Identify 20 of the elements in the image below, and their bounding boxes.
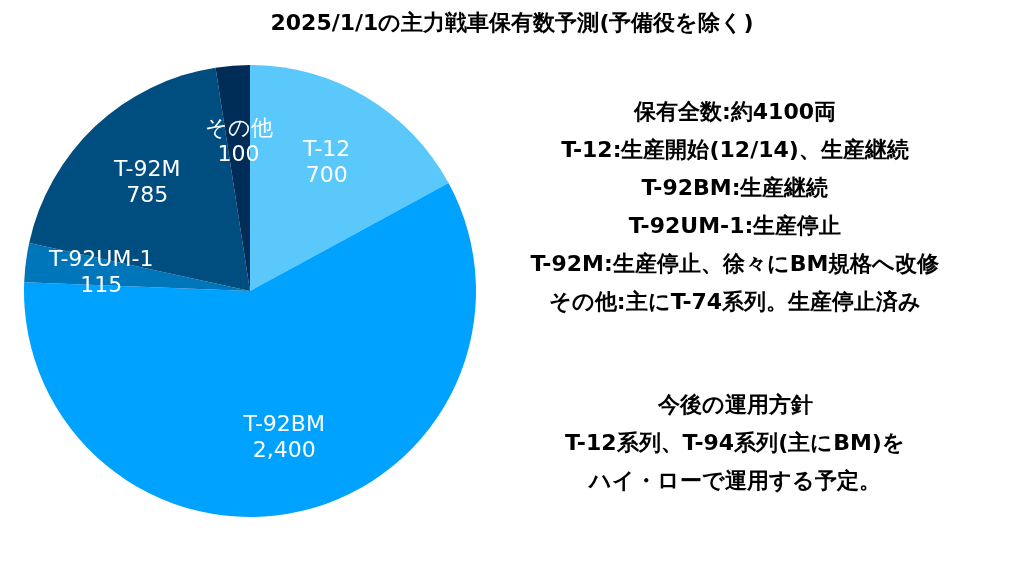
- data-label: 2,400: [252, 437, 316, 463]
- data-label: 700: [305, 162, 348, 188]
- text: T-12:生産開始(12/14)、生産継続: [561, 137, 909, 162]
- chart-title: 2025/1/1の主力戦車保有数予測(予備役を除く): [270, 10, 754, 35]
- text: ハイ・ローで運用する予定。: [587, 468, 881, 493]
- text: その他:主にT-74系列。生産停止済み: [548, 289, 922, 314]
- text: T-12系列、T-94系列(主にBM)を: [565, 430, 905, 455]
- text: T-92M:生産停止、徐々にBM規格へ改修: [530, 251, 941, 276]
- data-label: 115: [80, 272, 123, 298]
- pie-slice: [24, 242, 250, 291]
- slice-label: T-12: [301, 136, 351, 162]
- text: T-92UM-1:生産停止: [628, 213, 842, 238]
- text: 保有全数:約4100両: [632, 99, 837, 124]
- slice-label: T-92BM: [242, 411, 325, 437]
- text: T-92BM:生産継続: [641, 175, 829, 200]
- slice-label: T-92UM-1: [48, 246, 154, 272]
- slice-label: T-92M: [113, 155, 181, 181]
- data-label: 785: [126, 181, 169, 207]
- pie-slice: [24, 183, 476, 517]
- text: 今後の運用方針: [656, 392, 813, 417]
